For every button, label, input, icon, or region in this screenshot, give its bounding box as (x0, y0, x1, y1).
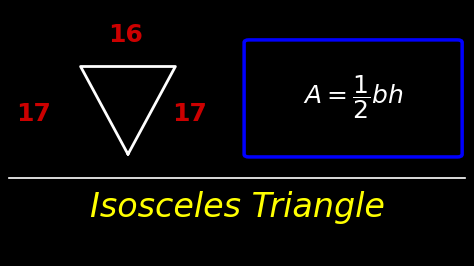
Text: Isosceles Triangle: Isosceles Triangle (90, 191, 384, 224)
Text: 17: 17 (172, 102, 207, 126)
Text: 16: 16 (108, 23, 143, 47)
Text: 17: 17 (16, 102, 51, 126)
Text: $A = \dfrac{1}{2}bh$: $A = \dfrac{1}{2}bh$ (303, 73, 403, 121)
FancyBboxPatch shape (244, 40, 462, 157)
